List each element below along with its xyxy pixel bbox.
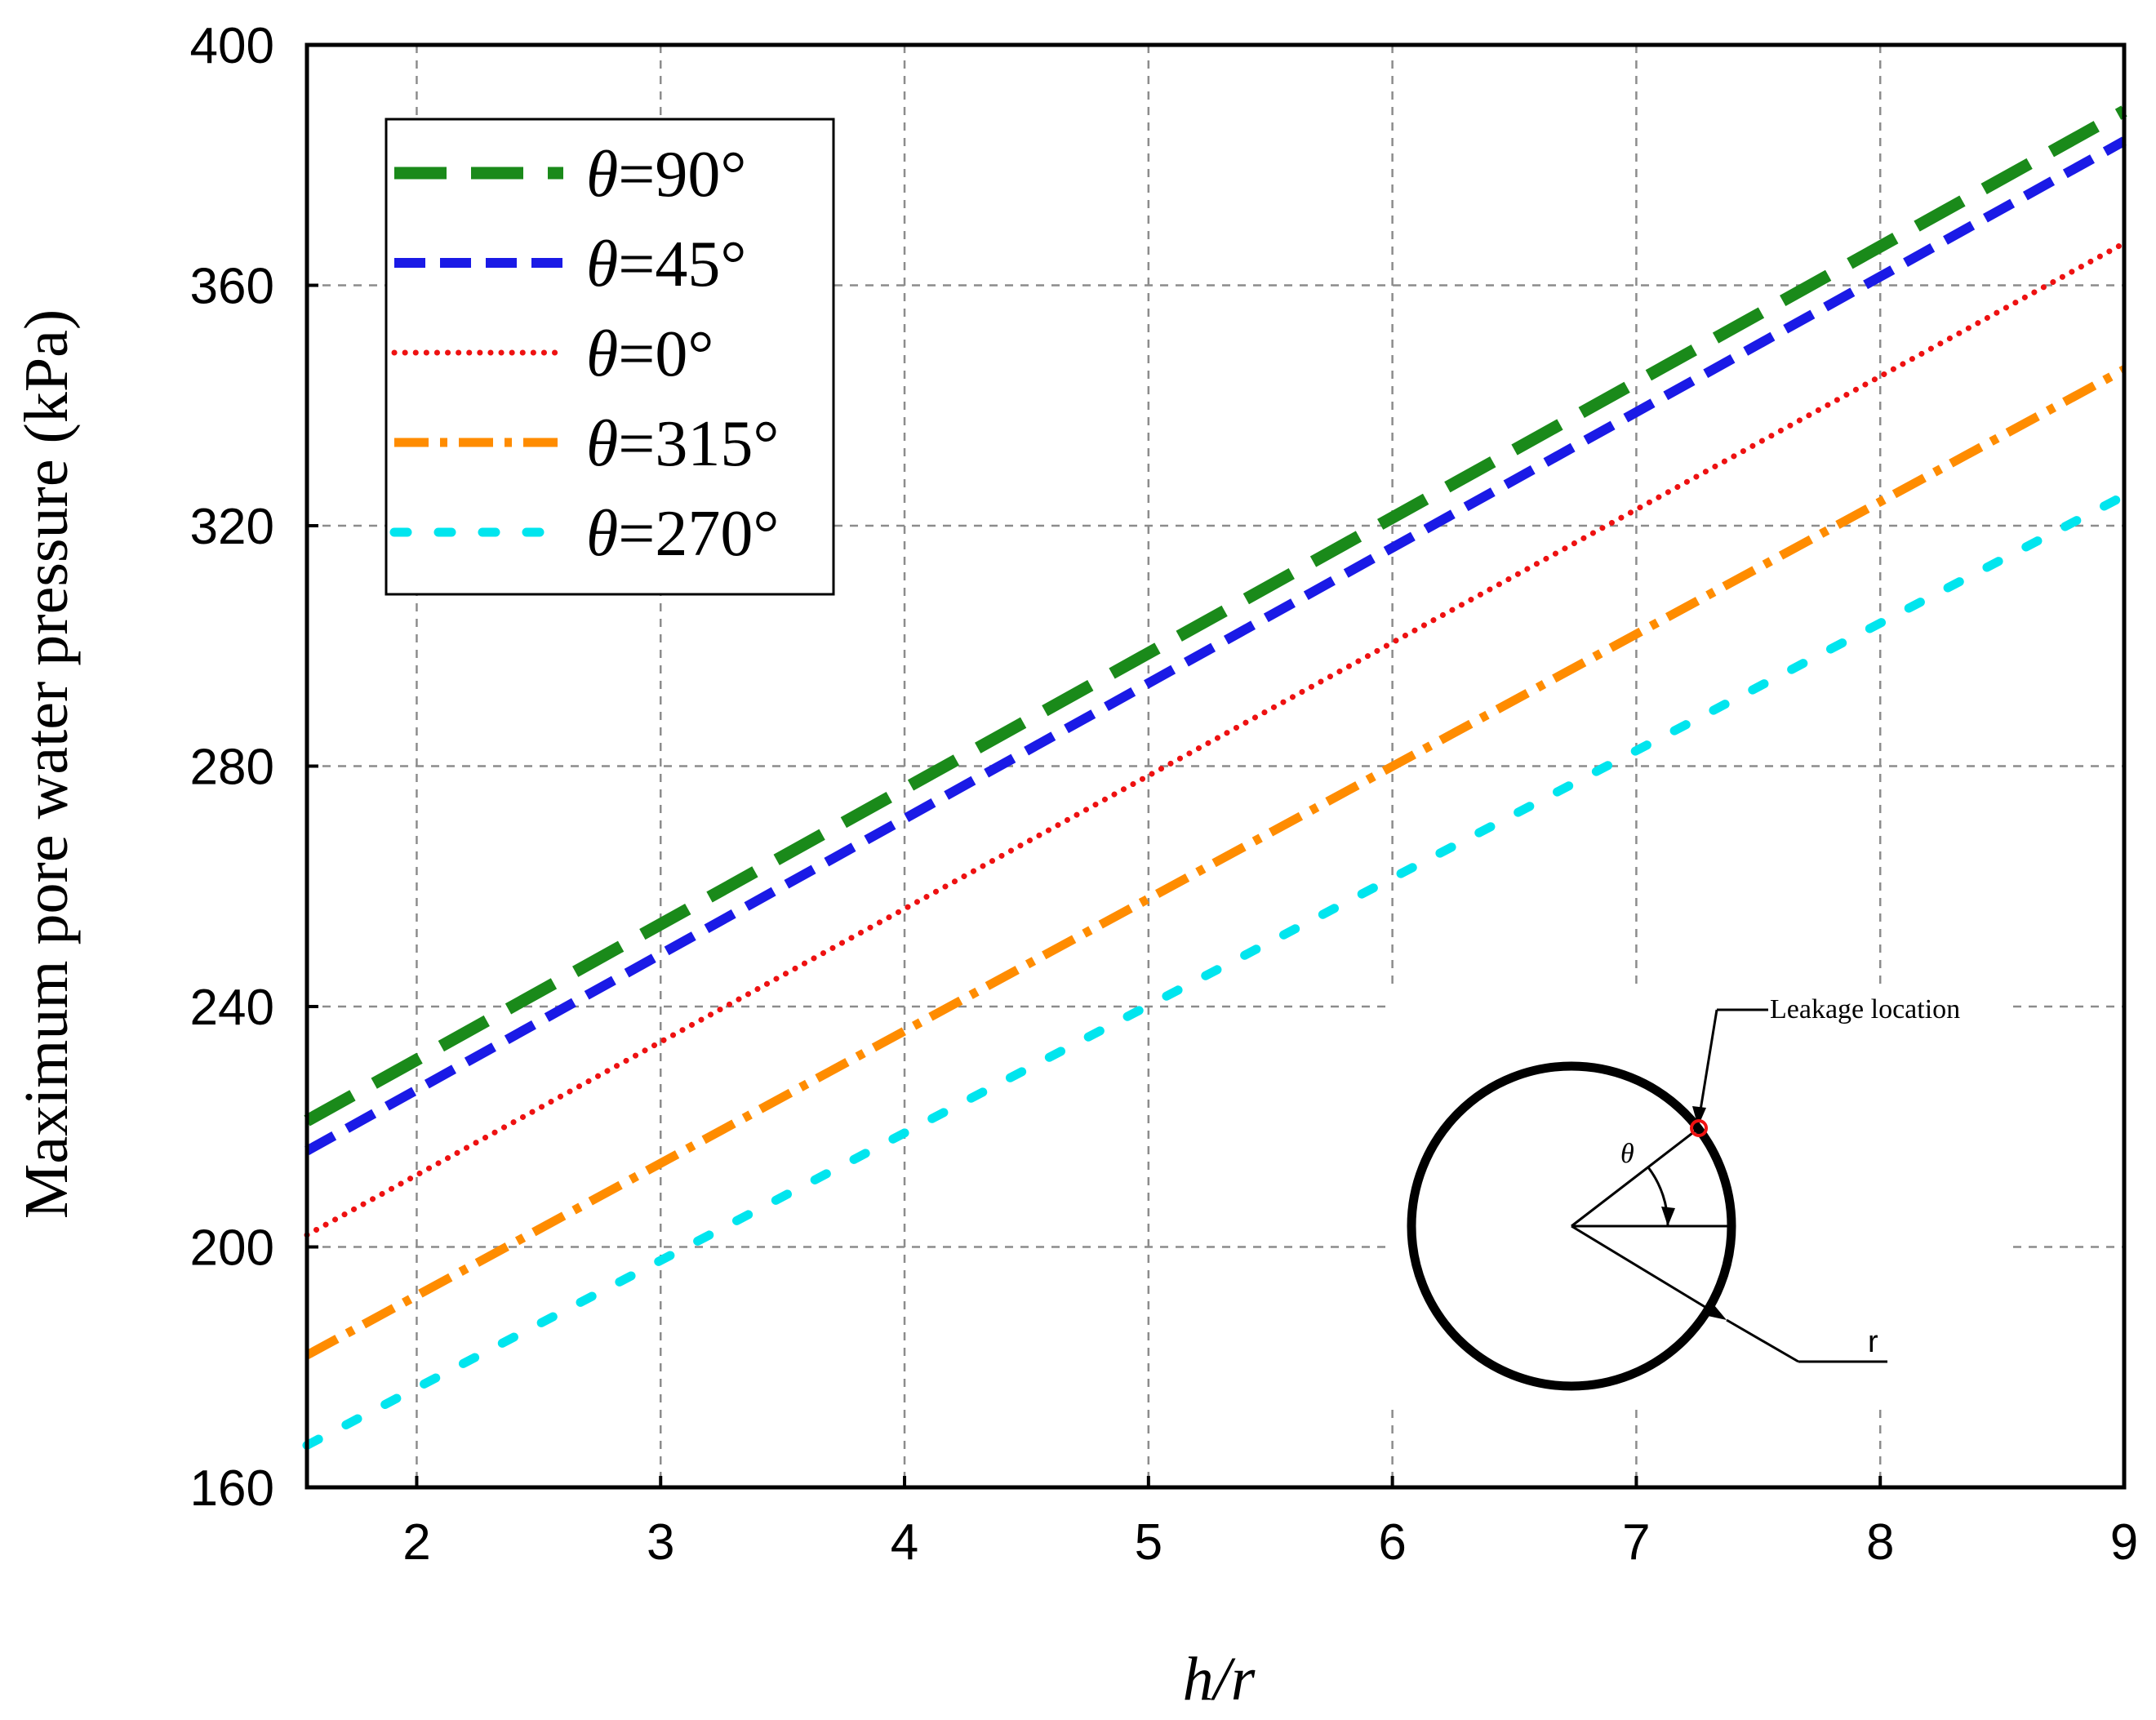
series-layer xyxy=(302,105,2129,1450)
y-tick-label: 360 xyxy=(190,259,274,315)
inset-radius-label: r xyxy=(1868,1325,1878,1359)
legend-box xyxy=(385,118,835,596)
x-tick-label: 3 xyxy=(647,1514,674,1571)
legend-label-2: θ=0° xyxy=(586,318,713,390)
inset-radius-line xyxy=(1571,1224,1723,1319)
inset-leakage-label: Leakage location xyxy=(1770,994,1960,1024)
legend-label-0: θ=90° xyxy=(586,139,746,211)
legend-label-3: θ=315° xyxy=(586,408,779,480)
series-line-2 xyxy=(304,240,2127,1238)
y-axis-title: Maximum pore water pressure (kPa) xyxy=(12,309,81,1219)
inset-leakage-arrow-line xyxy=(1698,1009,1718,1116)
legend-items: θ=90° θ=45° θ=0° θ=315° θ=270° xyxy=(389,139,779,570)
series-line-0 xyxy=(304,105,2127,1127)
inset-radius-arrowhead xyxy=(1708,1305,1727,1320)
series-line-1 xyxy=(305,136,2127,1155)
inset-angle-radius xyxy=(1571,1127,1700,1228)
x-tick-label: 4 xyxy=(891,1514,918,1571)
y-tick-label: 280 xyxy=(190,740,274,796)
x-tick-label: 6 xyxy=(1378,1514,1406,1571)
legend: θ=90° θ=45° θ=0° θ=315° θ=270° xyxy=(385,118,835,596)
x-tick-label: 2 xyxy=(402,1514,430,1571)
x-tick-label: 5 xyxy=(1135,1514,1162,1571)
series-line-4 xyxy=(302,491,2129,1450)
leakage-marker xyxy=(1690,1119,1708,1137)
inset-radius-leader-diagonal xyxy=(1726,1318,1799,1363)
inset-background xyxy=(1388,991,2008,1407)
x-axis-title: h/r xyxy=(1183,1645,1256,1713)
inset-angle-label: θ xyxy=(1620,1139,1634,1169)
y-tick-label: 320 xyxy=(190,499,274,555)
legend-label-4: θ=270° xyxy=(586,498,779,570)
series-line-3 xyxy=(305,365,2127,1359)
inset-leakage-arrowhead xyxy=(1692,1106,1706,1127)
y-tick-label: 400 xyxy=(190,18,274,74)
y-tick-label: 200 xyxy=(190,1220,274,1277)
x-tick-label: 9 xyxy=(2110,1514,2138,1571)
y-tick-label: 240 xyxy=(190,980,274,1036)
inset-diagram: θ Leakage location r xyxy=(1388,991,2008,1407)
x-tick-label: 7 xyxy=(1622,1514,1650,1571)
legend-label-1: θ=45° xyxy=(586,229,746,300)
y-tick-label: 160 xyxy=(190,1460,274,1517)
x-tick-label: 8 xyxy=(1866,1514,1894,1571)
axis-ticks: 2 3 4 5 6 7 8 9 160 200 240 280 320 360 400 xyxy=(190,18,2139,1571)
inset-angle-arrow xyxy=(1661,1207,1675,1226)
